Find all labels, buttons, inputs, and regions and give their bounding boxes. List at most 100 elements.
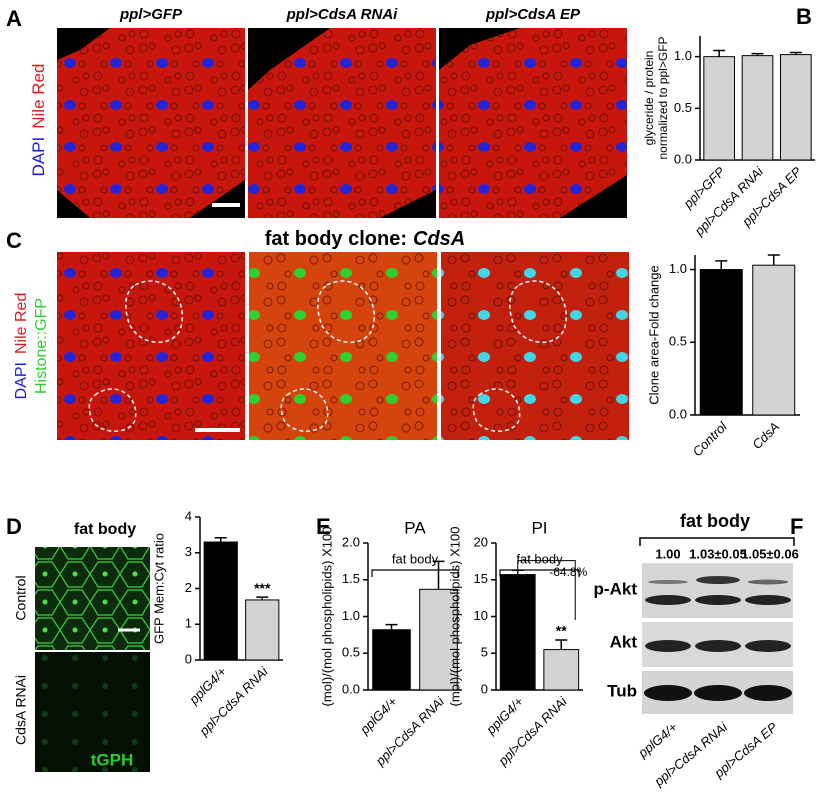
y-tick-label: 2.0 — [342, 534, 360, 549]
y-tick-label: 0.0 — [669, 406, 687, 421]
significance: *** — [254, 580, 271, 596]
micrograph — [57, 28, 245, 218]
panel-f: F fat body 1.00 1.03±0.05 1.05±0.06 p-Ak… — [594, 511, 804, 790]
quantity: 1.03±0.05 — [689, 546, 747, 561]
y-axis-label: (mol)/(mol phospholipids) X100 — [319, 527, 334, 707]
change-bracket — [517, 560, 576, 621]
y-axis-label: (mol)/(mol phospholipids) X100 — [447, 527, 462, 707]
micrograph — [441, 252, 629, 440]
micrograph — [35, 652, 150, 772]
y-tick-label: 4 — [185, 508, 192, 523]
panel-letter: C — [6, 228, 22, 253]
bar — [419, 588, 458, 691]
marker-label: tGPH — [91, 750, 134, 769]
micrograph — [35, 547, 150, 650]
chart-title: PI — [531, 518, 547, 537]
y-tick-label: 0 — [185, 651, 192, 666]
stain-label: Histone::GFP — [33, 298, 50, 394]
row-label: CdsA RNAi — [13, 675, 29, 745]
bar — [499, 574, 536, 691]
bar — [699, 269, 743, 416]
bracket — [499, 569, 580, 577]
error-bar — [767, 254, 780, 266]
bar — [245, 599, 280, 661]
quantity: 1.05±0.06 — [741, 546, 799, 561]
error-bar — [385, 623, 398, 630]
y-tick-label: 5 — [481, 645, 488, 660]
y-tick-label: 0.5 — [669, 334, 687, 349]
clone-outlines — [88, 280, 567, 432]
band-label: p-Akt — [594, 579, 638, 598]
bracket — [639, 537, 795, 546]
panel-c: C fat body clone: CdsA DAPI Nile Red Histo… — [6, 228, 629, 440]
y-tick-label: 1.0 — [674, 48, 692, 63]
y-tick-label: 1.0 — [669, 261, 687, 276]
stain-label: DAPI — [13, 362, 30, 399]
panel-letter: A — [6, 6, 22, 31]
micrograph — [57, 252, 245, 440]
panel-letter: E — [316, 514, 331, 539]
error-bar — [214, 536, 227, 543]
panel-d: D fat body Control CdsA RNAi tGPH — [6, 514, 150, 772]
panel-title: fat body — [680, 511, 750, 531]
y-tick-label: 3 — [185, 544, 192, 559]
bar — [372, 629, 411, 691]
panel-title: fat body clone: CdsA — [265, 228, 465, 250]
chart-title: PA — [404, 518, 426, 537]
band-label: Tub — [607, 681, 637, 700]
y-tick-label: 0 — [481, 681, 488, 696]
title-gene: CdsA — [413, 228, 465, 250]
x-tick-label: pplG4/+ — [483, 694, 527, 738]
column-label: ppl>CdsA RNAi — [286, 6, 399, 23]
error-bar — [713, 49, 726, 57]
y-tick-label: 15 — [474, 571, 488, 586]
bar — [741, 55, 774, 161]
stain-label: DAPI — [29, 137, 48, 177]
bracket-label: fat body — [392, 551, 439, 566]
y-tick-label: 0.5 — [674, 100, 692, 115]
bracket — [371, 569, 459, 577]
y-tick-label: 0.0 — [342, 681, 360, 696]
y-axis-label: Clone area-Fold change — [646, 265, 661, 404]
error-bar — [751, 52, 764, 56]
bar — [780, 54, 812, 161]
x-tick-label: Control — [690, 418, 731, 459]
bracket-label: fat body — [516, 551, 563, 566]
error-bar — [555, 639, 568, 650]
y-tick-label: 20 — [474, 534, 488, 549]
stain-labels: DAPI Nile Red — [13, 293, 30, 400]
panel-a: A ppl>GFP ppl>CdsA RNAi ppl>CdsA EP DAPI… — [6, 6, 627, 218]
significance: ** — [556, 623, 567, 639]
stain-label: Nile Red — [29, 64, 48, 129]
quantity: 1.00 — [655, 546, 680, 561]
y-tick-label: 2 — [185, 580, 192, 595]
column-label: ppl>GFP — [119, 6, 183, 23]
y-tick-label: 0.5 — [342, 645, 360, 660]
error-bar — [511, 569, 524, 575]
y-tick-label: 10 — [474, 608, 488, 623]
y-tick-label: 1.0 — [342, 608, 360, 623]
row-label: Control — [13, 575, 29, 620]
y-tick-label: 0.0 — [674, 151, 692, 166]
micrograph — [249, 252, 437, 440]
stain-labels: DAPI Nile Red — [29, 64, 48, 177]
micrograph — [439, 28, 627, 218]
error-bar — [256, 596, 269, 600]
y-tick-label: 1.5 — [342, 571, 360, 586]
bar — [203, 541, 238, 661]
title-text: fat body clone: — [265, 228, 407, 250]
panel-letter: B — [796, 4, 812, 29]
y-axis-label: glyceride / protein — [642, 51, 656, 146]
x-tick-label: pplG4/+ — [356, 694, 400, 738]
band-label: Akt — [610, 632, 638, 651]
error-bar — [789, 51, 802, 55]
bar — [752, 264, 796, 416]
column-label: ppl>CdsA EP — [485, 6, 581, 23]
y-axis-label: normalized to ppl>GFP — [656, 36, 670, 159]
change-label: -64.8% — [549, 565, 587, 579]
error-bar — [432, 560, 445, 590]
panel-letter: F — [790, 514, 803, 539]
bar — [703, 56, 735, 161]
